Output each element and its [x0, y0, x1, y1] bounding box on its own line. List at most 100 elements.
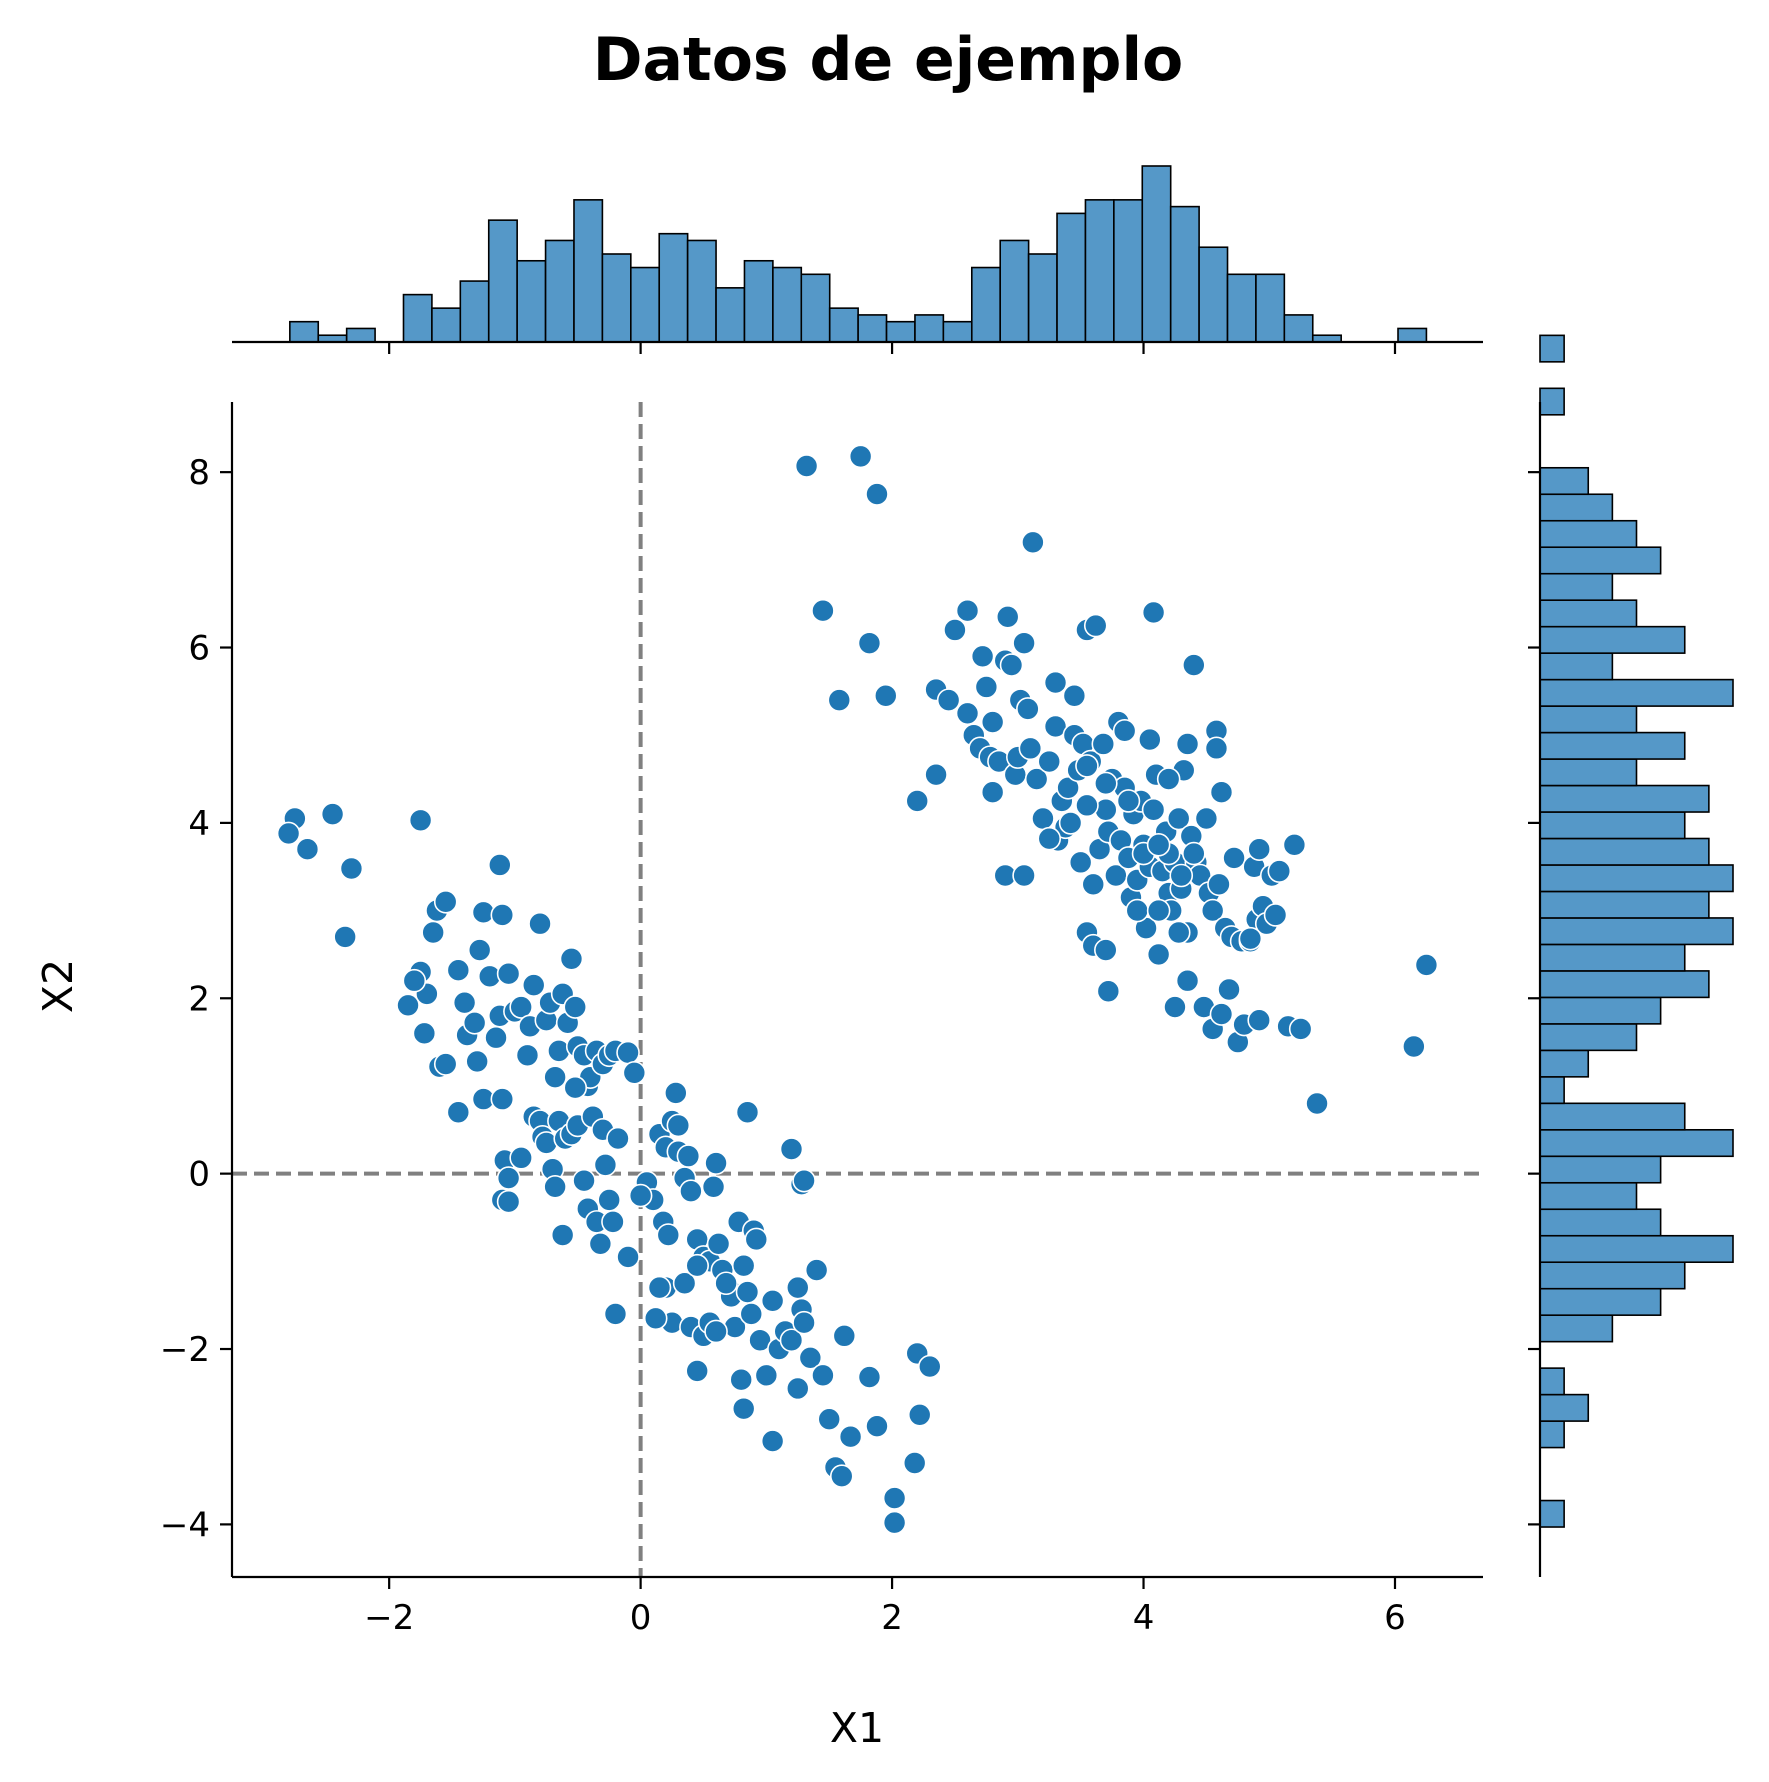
scatter-point	[760, 1288, 785, 1313]
right-hist-bar	[1539, 1261, 1686, 1290]
scatter-point	[739, 1302, 764, 1326]
scatter-point	[917, 1354, 942, 1379]
scatter-point	[1062, 683, 1087, 708]
scatter-point	[452, 990, 477, 1015]
scatter-point	[606, 1126, 630, 1151]
scatter-point	[1207, 872, 1231, 897]
scatter-point	[1288, 1017, 1313, 1041]
scatter-point	[509, 995, 533, 1019]
scatter-point	[490, 903, 515, 927]
top-hist-bar	[573, 199, 604, 343]
y-tick-label: 6	[188, 629, 210, 669]
scatter-point	[1222, 846, 1246, 870]
top-hist-bar	[857, 314, 888, 343]
scatter-point	[656, 1223, 681, 1247]
scatter-point	[995, 605, 1020, 629]
right-hist-bar	[1539, 1076, 1565, 1105]
right-hist-bar	[1539, 1234, 1734, 1264]
scatter-point	[1146, 898, 1171, 923]
scatter-point	[1091, 732, 1116, 756]
top-hist-bar	[999, 239, 1030, 343]
scatter-point	[827, 688, 852, 712]
scatter-point	[857, 631, 882, 655]
scatter-point	[1247, 837, 1272, 862]
scatter-point	[704, 1319, 728, 1344]
right-hist-bar	[1539, 731, 1686, 760]
scatter-point	[543, 1174, 567, 1199]
scatter-point	[1175, 732, 1200, 756]
scatter-point	[798, 1345, 823, 1370]
scatter-point	[811, 598, 835, 623]
scatter-point	[873, 683, 898, 708]
scatter-point	[1018, 736, 1043, 761]
scatter-point	[396, 993, 420, 1018]
scatter-point	[563, 995, 588, 1019]
scatter-point	[999, 653, 1024, 677]
scatter-point	[1037, 826, 1062, 851]
scatter-point	[1414, 953, 1439, 977]
top-hist-bar	[658, 232, 689, 343]
scatter-point	[729, 1367, 754, 1392]
top-hist-bar	[1056, 212, 1087, 343]
scatter-point	[515, 1043, 540, 1068]
scatter-point	[643, 1306, 668, 1331]
scatter-point	[1166, 806, 1191, 831]
top-hist-bar	[1397, 327, 1428, 343]
x-tick-label: 6	[1384, 1598, 1406, 1638]
top-hist-bar	[1113, 199, 1144, 343]
scatter-point	[559, 947, 584, 971]
scatter-point	[408, 808, 433, 833]
top-hist-bar	[1169, 205, 1200, 343]
right-hist-bar	[1539, 1102, 1686, 1131]
right-hist-bar	[1539, 784, 1710, 813]
scatter-point	[496, 1166, 521, 1190]
scatter-point	[421, 920, 445, 945]
scatter-point	[1182, 653, 1206, 677]
scatter-point	[779, 1328, 804, 1353]
top-hist-bar	[630, 266, 661, 343]
scatter-point	[1156, 767, 1181, 791]
scatter-point	[882, 1510, 907, 1535]
scatter-point	[1116, 789, 1141, 813]
scatter-point	[1141, 797, 1166, 822]
top-hist-bar	[459, 280, 490, 343]
y-tick-label: 2	[188, 979, 210, 1019]
scatter-point	[1282, 833, 1307, 857]
scatter-point	[1058, 811, 1083, 835]
top-hist-bar	[544, 239, 575, 343]
scatter-point	[1012, 631, 1036, 655]
right-hist-bar	[1539, 1287, 1662, 1316]
scatter-point	[1012, 863, 1036, 888]
y-tick-label: 4	[188, 804, 210, 844]
right-hist-bar	[1539, 917, 1734, 946]
scatter-point	[496, 1189, 521, 1214]
right-hist-bar	[1539, 572, 1614, 601]
top-hist-bar	[1226, 273, 1257, 343]
scatter-point	[792, 1168, 816, 1193]
scatter-point	[731, 1253, 756, 1278]
scatter-point	[320, 802, 345, 826]
right-hist-bar	[1539, 546, 1662, 575]
scatter-point	[744, 1227, 769, 1252]
scatter-point	[1217, 977, 1241, 1002]
scatter-point	[1163, 995, 1187, 1019]
scatter-point	[760, 1429, 785, 1453]
x-tick-label: 0	[630, 1598, 652, 1638]
scatter-point	[616, 1040, 640, 1065]
scatter-point	[924, 762, 948, 787]
scatter-point	[295, 837, 320, 862]
right-hist-bar	[1539, 811, 1686, 840]
top-hist-bar	[1084, 199, 1115, 343]
scatter-point	[1247, 1008, 1272, 1032]
scatter-plot-area: −2 0 2 4 6 −4 −2 0 2 4 6 8	[160, 402, 1483, 1638]
scatter-point	[1037, 749, 1062, 774]
right-hist-bar	[1539, 943, 1686, 972]
scatter-point	[601, 1210, 625, 1234]
right-hist-bar	[1539, 864, 1734, 893]
scatter-point	[882, 1486, 907, 1510]
right-hist-bar	[1539, 1367, 1565, 1396]
scatter-point	[1267, 859, 1292, 883]
scatter-point	[838, 1424, 863, 1449]
scatter-point	[955, 701, 980, 726]
